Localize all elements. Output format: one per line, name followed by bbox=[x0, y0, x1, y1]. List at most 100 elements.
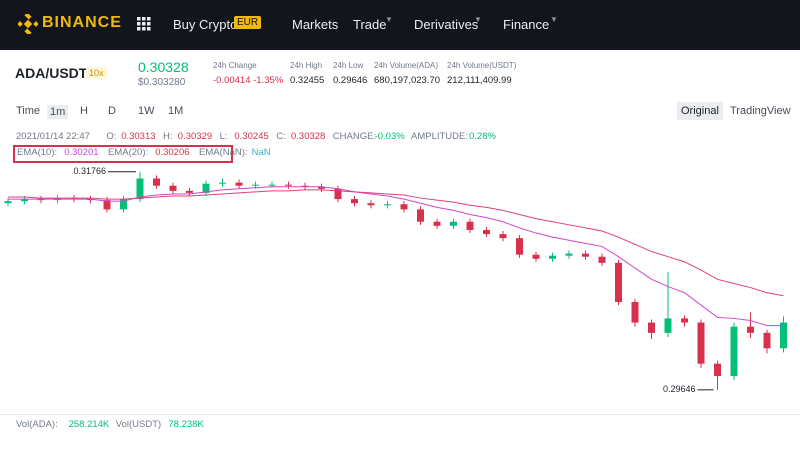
candle-body bbox=[780, 322, 787, 349]
candle-body bbox=[433, 221, 441, 226]
nav-item[interactable]: Markets bbox=[292, 17, 339, 32]
stat-value: 212,111,409.99 bbox=[447, 75, 512, 86]
candle-chart: 0.31766 0.29646 bbox=[4, 166, 787, 394]
candle-body bbox=[120, 199, 127, 210]
candle-body bbox=[136, 178, 144, 200]
candle-body bbox=[499, 234, 507, 239]
stat-value: 0.32455 bbox=[290, 75, 325, 86]
candle-body bbox=[169, 185, 177, 191]
candle-body bbox=[153, 178, 160, 186]
candle-body bbox=[367, 203, 375, 206]
candle-body bbox=[87, 199, 94, 201]
stat-label: 24h Low bbox=[333, 61, 364, 70]
ohlc-key: AMPLITUDE: bbox=[411, 131, 469, 142]
candle-body bbox=[747, 326, 754, 333]
vol-value: 258.214K bbox=[68, 419, 110, 430]
candle-body bbox=[318, 186, 325, 189]
interval[interactable]: 1M bbox=[168, 105, 184, 117]
pair[interactable]: ADA/USDT bbox=[15, 65, 88, 81]
candle-body bbox=[648, 322, 655, 333]
candle-body bbox=[697, 322, 705, 364]
ema-key: EMA(NaN): bbox=[199, 147, 248, 158]
candle-body bbox=[763, 332, 771, 349]
low-annotation: 0.29646 bbox=[663, 384, 696, 394]
vol-value: 78.238K bbox=[168, 419, 204, 430]
candle-body bbox=[37, 199, 45, 201]
stat-value: 680,197,023.70 bbox=[374, 75, 441, 86]
candle-body bbox=[103, 200, 111, 210]
candle-body bbox=[714, 363, 721, 377]
candle-body bbox=[351, 199, 358, 204]
ema-value: NaN bbox=[251, 147, 271, 158]
interval[interactable]: H bbox=[80, 105, 88, 117]
divider bbox=[0, 414, 800, 415]
candle-body bbox=[285, 184, 292, 186]
candle-body bbox=[70, 198, 78, 200]
candle-body bbox=[631, 301, 639, 323]
stat-label: 24h Volume(USDT) bbox=[447, 61, 517, 70]
candle-body bbox=[532, 254, 540, 259]
candle-body bbox=[483, 229, 490, 235]
stat-value: -0.00414 -1.35% bbox=[213, 75, 284, 86]
nav-item[interactable]: Finance bbox=[503, 17, 550, 32]
interval[interactable]: 1W bbox=[138, 105, 155, 117]
view-tab[interactable]: TradingView bbox=[730, 105, 791, 117]
nav-item[interactable]: Trade bbox=[353, 17, 387, 32]
ohlc-key: CHANGE: bbox=[332, 131, 377, 142]
ema-line bbox=[8, 186, 784, 327]
candle-body bbox=[549, 255, 556, 259]
candle-body bbox=[730, 326, 738, 377]
candle-body bbox=[384, 204, 391, 206]
candle-body bbox=[450, 221, 457, 226]
candle-body bbox=[186, 190, 193, 193]
candle-body bbox=[466, 221, 474, 230]
ohlc-value: 0.30328 bbox=[291, 131, 326, 142]
candle-body bbox=[681, 318, 688, 323]
interval[interactable]: D bbox=[108, 105, 116, 117]
ema-key: EMA(10): bbox=[17, 147, 58, 158]
caret: ▼ bbox=[385, 15, 393, 24]
candle-body bbox=[21, 199, 28, 202]
vol-key: Vol(ADA): bbox=[16, 419, 58, 430]
ema-value: 0.30206 bbox=[155, 147, 190, 158]
nav-item[interactable]: Buy Crypto bbox=[173, 17, 238, 32]
interval: Time bbox=[16, 105, 41, 117]
interval[interactable]: 1m bbox=[47, 105, 69, 119]
candle-body bbox=[664, 318, 672, 333]
candle-body bbox=[4, 201, 12, 204]
candle-body bbox=[565, 253, 573, 256]
candle-body bbox=[516, 238, 523, 255]
nav-bar: BINANCE Buy Crypto EUR Markets Trade Der… bbox=[0, 0, 800, 50]
candle-body bbox=[334, 188, 342, 200]
candle-body bbox=[235, 182, 243, 186]
brand[interactable]: BINANCE bbox=[42, 14, 122, 31]
stat-label: 24h Volume(ADA) bbox=[374, 61, 439, 70]
ohlc-key: O: bbox=[106, 131, 117, 142]
leverage: 10x bbox=[86, 67, 107, 79]
candle-body bbox=[301, 185, 309, 187]
ema-key: EMA(20): bbox=[108, 147, 149, 158]
ohlc-key: H: bbox=[163, 131, 173, 142]
candle-body bbox=[598, 256, 606, 263]
ohlc-value: 0.30245 bbox=[234, 131, 269, 142]
price-usd: $0.303280 bbox=[138, 77, 186, 88]
ohlc-key: C: bbox=[276, 131, 286, 142]
stat-label: 24h High bbox=[290, 61, 323, 70]
caret: ▼ bbox=[550, 15, 558, 24]
candle-body bbox=[202, 183, 210, 193]
ohlc-value: 0.28% bbox=[469, 131, 496, 142]
candle-body bbox=[219, 182, 226, 184]
ohlc-value: -0.03% bbox=[374, 131, 405, 142]
high-annotation: 0.31766 bbox=[73, 166, 106, 176]
nav-item[interactable]: Derivatives bbox=[414, 17, 479, 32]
stat-label: 24h Change bbox=[213, 61, 257, 70]
apps-icon[interactable] bbox=[137, 17, 151, 31]
stat-value: 0.29646 bbox=[333, 75, 368, 86]
ohlc-date: 2021/01/14 22:47 bbox=[16, 131, 90, 142]
ema-value: 0.30201 bbox=[64, 147, 99, 158]
candle-body bbox=[400, 204, 408, 210]
view-tab[interactable]: Original bbox=[677, 102, 723, 120]
candle-body bbox=[615, 262, 622, 302]
candle-body bbox=[268, 184, 276, 186]
